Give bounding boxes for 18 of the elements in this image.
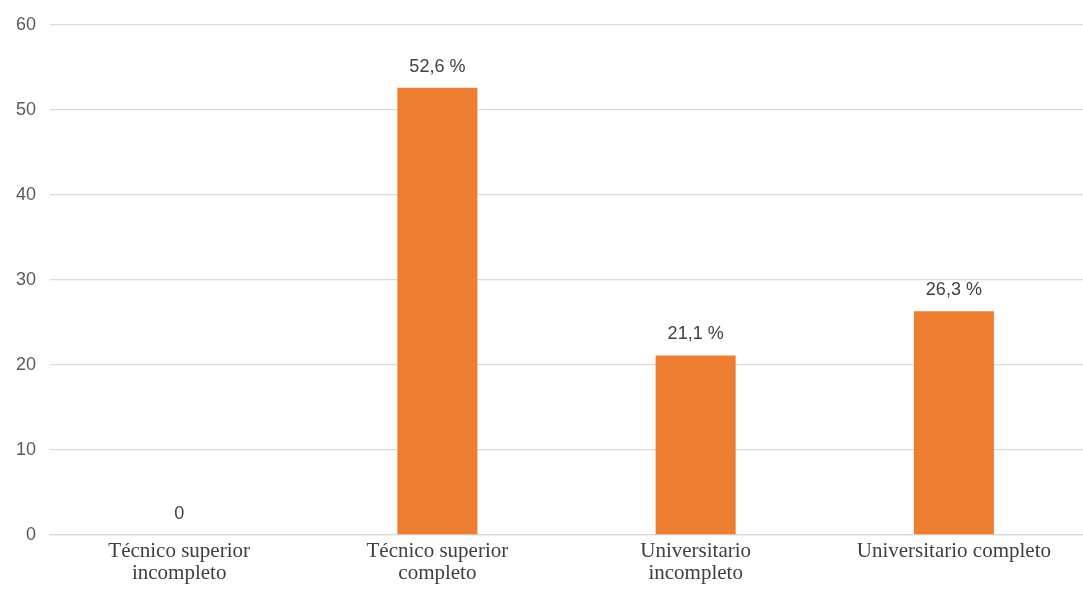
bar — [655, 355, 736, 535]
y-tick-label: 50 — [15, 98, 37, 119]
data-label: 52,6 % — [409, 55, 466, 76]
y-tick-label: 30 — [15, 268, 37, 289]
y-tick-label: 40 — [15, 183, 37, 204]
x-tick-label: Técnico superior incompleto — [108, 538, 250, 585]
data-label: 0 — [174, 502, 185, 523]
y-tick-label: 0 — [26, 523, 37, 544]
bar — [397, 87, 478, 535]
y-tick-label: 10 — [15, 438, 37, 459]
y-tick-label: 20 — [15, 353, 37, 374]
data-label: 26,3 % — [925, 279, 982, 300]
x-tick-label: Universitario incompleto — [640, 538, 752, 585]
x-tick-label: Universitario completo — [856, 538, 1051, 563]
y-tick-label: 60 — [15, 13, 37, 34]
bar — [913, 311, 994, 535]
data-label: 21,1 % — [667, 323, 724, 344]
x-tick-label: Técnico superior completo — [366, 538, 509, 585]
